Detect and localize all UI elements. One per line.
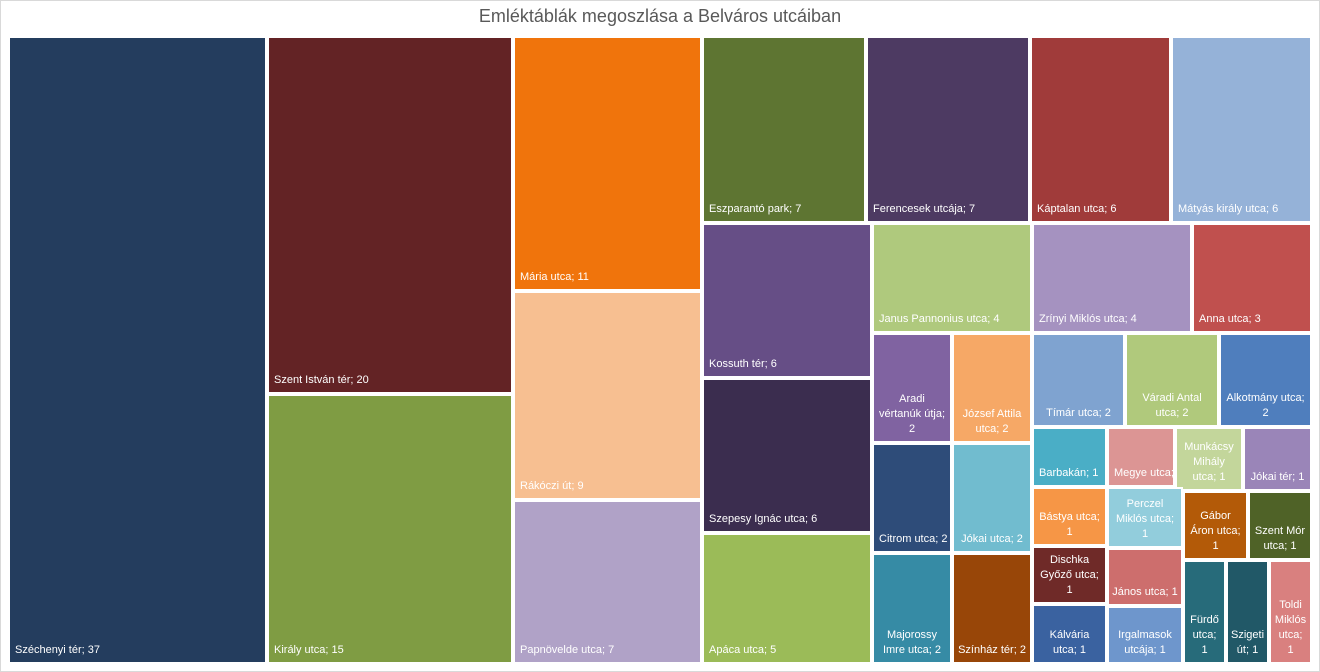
tile-label: Perczel Miklós utca; 1 bbox=[1115, 498, 1175, 540]
treemap-tile: József Attila utca; 2 bbox=[952, 333, 1032, 443]
treemap-tile: Szent István tér; 20 bbox=[267, 36, 513, 394]
treemap-tile: Mária utca; 11 bbox=[513, 36, 702, 291]
tile-label: Szigeti út; 1 bbox=[1231, 629, 1265, 656]
tile-label: Ferencesek utcája; 7 bbox=[873, 203, 976, 215]
treemap-tile: Gábor Áron utca; 1 bbox=[1183, 491, 1248, 560]
treemap-tile: Kálvária utca; 1 bbox=[1032, 604, 1107, 664]
tile-label: Mária utca; 11 bbox=[520, 271, 589, 283]
tile-label: Aradi vértanúk útja; 2 bbox=[878, 393, 946, 435]
treemap-tile: Toldi Miklós utca; 1 bbox=[1269, 560, 1312, 664]
treemap-tile: Váradi Antal utca; 2 bbox=[1125, 333, 1219, 427]
treemap-tile: Ferencesek utcája; 7 bbox=[866, 36, 1030, 223]
treemap-tile: Szigeti út; 1 bbox=[1226, 560, 1269, 664]
tile-label: Jókai tér; 1 bbox=[1250, 471, 1305, 483]
tile-label: Váradi Antal utca; 2 bbox=[1142, 392, 1202, 419]
tile-label: Papnövelde utca; 7 bbox=[520, 644, 615, 656]
tile-label: Rákóczi út; 9 bbox=[520, 480, 584, 492]
treemap-tile: Irgalmasok utcája; 1 bbox=[1107, 606, 1183, 664]
treemap-tile: Papnövelde utca; 7 bbox=[513, 500, 702, 664]
tile-label: Szepesy Ignác utca; 6 bbox=[709, 513, 818, 525]
treemap-tile: Perczel Miklós utca; 1 bbox=[1107, 487, 1183, 548]
treemap-tile: Citrom utca; 2 bbox=[872, 443, 952, 553]
treemap-tile: Rákóczi út; 9 bbox=[513, 291, 702, 500]
tile-label: János utca; 1 bbox=[1112, 586, 1178, 598]
tile-label: Kálvária utca; 1 bbox=[1049, 629, 1090, 656]
treemap-tile: Barbakán; 1 bbox=[1032, 427, 1107, 487]
tile-label: Színház tér; 2 bbox=[958, 644, 1026, 656]
tile-label: Zrínyi Miklós utca; 4 bbox=[1039, 313, 1137, 325]
treemap-tile: Szepesy Ignác utca; 6 bbox=[702, 378, 872, 533]
treemap-tile: Szent Mór utca; 1 bbox=[1248, 491, 1312, 560]
tile-label: Fürdő utca; 1 bbox=[1190, 614, 1219, 656]
tile-label: Toldi Miklós utca; 1 bbox=[1274, 599, 1307, 656]
tile-label: Janus Pannonius utca; 4 bbox=[879, 313, 1000, 325]
treemap-tile: Majorossy Imre utca; 2 bbox=[872, 553, 952, 664]
tile-label: Széchenyi tér; 37 bbox=[15, 644, 100, 656]
tile-label: Barbakán; 1 bbox=[1039, 467, 1099, 479]
treemap-tile: Káptalan utca; 6 bbox=[1030, 36, 1171, 223]
treemap-tile: Eszparantó park; 7 bbox=[702, 36, 866, 223]
tile-label: Munkácsy Mihály utca; 1 bbox=[1184, 441, 1234, 483]
tile-label: Szent Mór utca; 1 bbox=[1254, 525, 1306, 552]
tile-label: Szent István tér; 20 bbox=[274, 374, 369, 386]
treemap-tile: Dischka Győző utca; 1 bbox=[1032, 546, 1107, 604]
tile-label: Bástya utca; 1 bbox=[1039, 511, 1100, 538]
treemap-tile: Jókai tér; 1 bbox=[1243, 427, 1312, 491]
treemap-tile: Széchenyi tér; 37 bbox=[8, 36, 267, 664]
tile-label: Megye utca; 1 bbox=[1114, 467, 1174, 479]
treemap-tile: Zrínyi Miklós utca; 4 bbox=[1032, 223, 1192, 333]
treemap-tile: Fürdő utca; 1 bbox=[1183, 560, 1226, 664]
tile-label: Gábor Áron utca; 1 bbox=[1190, 510, 1241, 552]
treemap-tile: Janus Pannonius utca; 4 bbox=[872, 223, 1032, 333]
treemap-tile: Bástya utca; 1 bbox=[1032, 487, 1107, 546]
tile-label: Anna utca; 3 bbox=[1199, 313, 1261, 325]
tile-label: Irgalmasok utcája; 1 bbox=[1118, 629, 1172, 656]
treemap-tile: János utca; 1 bbox=[1107, 548, 1183, 606]
treemap-tile: Munkácsy Mihály utca; 1 bbox=[1175, 427, 1243, 491]
treemap-tile: Megye utca; 1 bbox=[1107, 427, 1175, 487]
tile-label: Király utca; 15 bbox=[274, 644, 344, 656]
tile-label: Jókai utca; 2 bbox=[961, 533, 1023, 545]
treemap-tile: Tímár utca; 2 bbox=[1032, 333, 1125, 427]
tile-label: József Attila utca; 2 bbox=[962, 408, 1022, 435]
tile-label: Alkotmány utca; 2 bbox=[1226, 392, 1305, 419]
tile-label: Apáca utca; 5 bbox=[709, 644, 777, 656]
tile-label: Tímár utca; 2 bbox=[1046, 407, 1111, 419]
treemap-tile: Színház tér; 2 bbox=[952, 553, 1032, 664]
treemap-tile: Alkotmány utca; 2 bbox=[1219, 333, 1312, 427]
tile-label: Mátyás király utca; 6 bbox=[1178, 203, 1279, 215]
treemap-tile: Jókai utca; 2 bbox=[952, 443, 1032, 553]
tile-label: Citrom utca; 2 bbox=[879, 533, 948, 545]
tile-label: Káptalan utca; 6 bbox=[1037, 203, 1117, 215]
tile-label: Eszparantó park; 7 bbox=[709, 203, 802, 215]
chart-title: Emléktáblák megoszlása a Belváros utcáib… bbox=[478, 6, 842, 26]
treemap-tile: Király utca; 15 bbox=[267, 394, 513, 664]
treemap-tile: Anna utca; 3 bbox=[1192, 223, 1312, 333]
tile-label: Kossuth tér; 6 bbox=[709, 358, 777, 370]
treemap-tile: Kossuth tér; 6 bbox=[702, 223, 872, 378]
treemap-tile: Mátyás király utca; 6 bbox=[1171, 36, 1312, 223]
treemap-tile: Apáca utca; 5 bbox=[702, 533, 872, 664]
treemap-tile: Aradi vértanúk útja; 2 bbox=[872, 333, 952, 443]
tile-label: Majorossy Imre utca; 2 bbox=[882, 629, 942, 656]
tile-label: Dischka Győző utca; 1 bbox=[1040, 554, 1099, 596]
